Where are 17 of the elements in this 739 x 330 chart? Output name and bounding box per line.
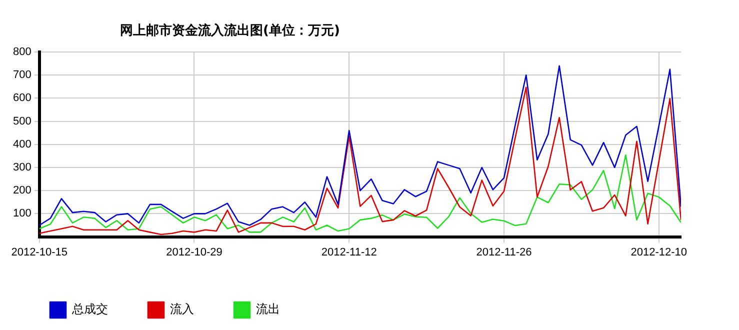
y-tick-label: 100 — [12, 208, 32, 220]
legend-label: 流出 — [256, 302, 280, 316]
legend-label: 流入 — [170, 302, 194, 316]
x-tick-label: 2012-11-12 — [321, 246, 377, 258]
y-tick-label: 500 — [12, 115, 32, 128]
y-tick-label: 300 — [12, 162, 32, 174]
x-tick-label: 2012-10-15 — [11, 246, 68, 258]
y-tick-label: 200 — [12, 184, 32, 197]
chart-title: 网上邮市资金流入流出图(单位：万元) — [120, 22, 340, 38]
legend-label: 总成交 — [71, 302, 108, 316]
y-tick-label: 400 — [12, 138, 32, 150]
y-tick-label: 600 — [12, 92, 32, 104]
x-tick-label: 2012-10-29 — [166, 246, 222, 258]
y-tick-label: 700 — [12, 69, 32, 82]
x-tick-label: 2012-12-10 — [630, 246, 688, 258]
x-tick-label: 2012-11-26 — [476, 246, 532, 258]
y-tick-label: 800 — [12, 46, 32, 58]
